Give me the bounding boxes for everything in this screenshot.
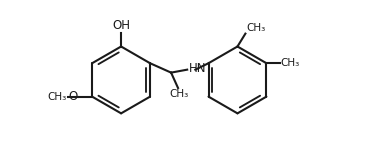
Text: CH₃: CH₃ [246, 23, 265, 33]
Text: CH₃: CH₃ [281, 58, 300, 68]
Text: CH₃: CH₃ [47, 92, 67, 102]
Text: HN: HN [188, 62, 206, 75]
Text: OH: OH [112, 19, 130, 32]
Text: O: O [68, 90, 78, 103]
Text: CH₃: CH₃ [169, 89, 188, 99]
